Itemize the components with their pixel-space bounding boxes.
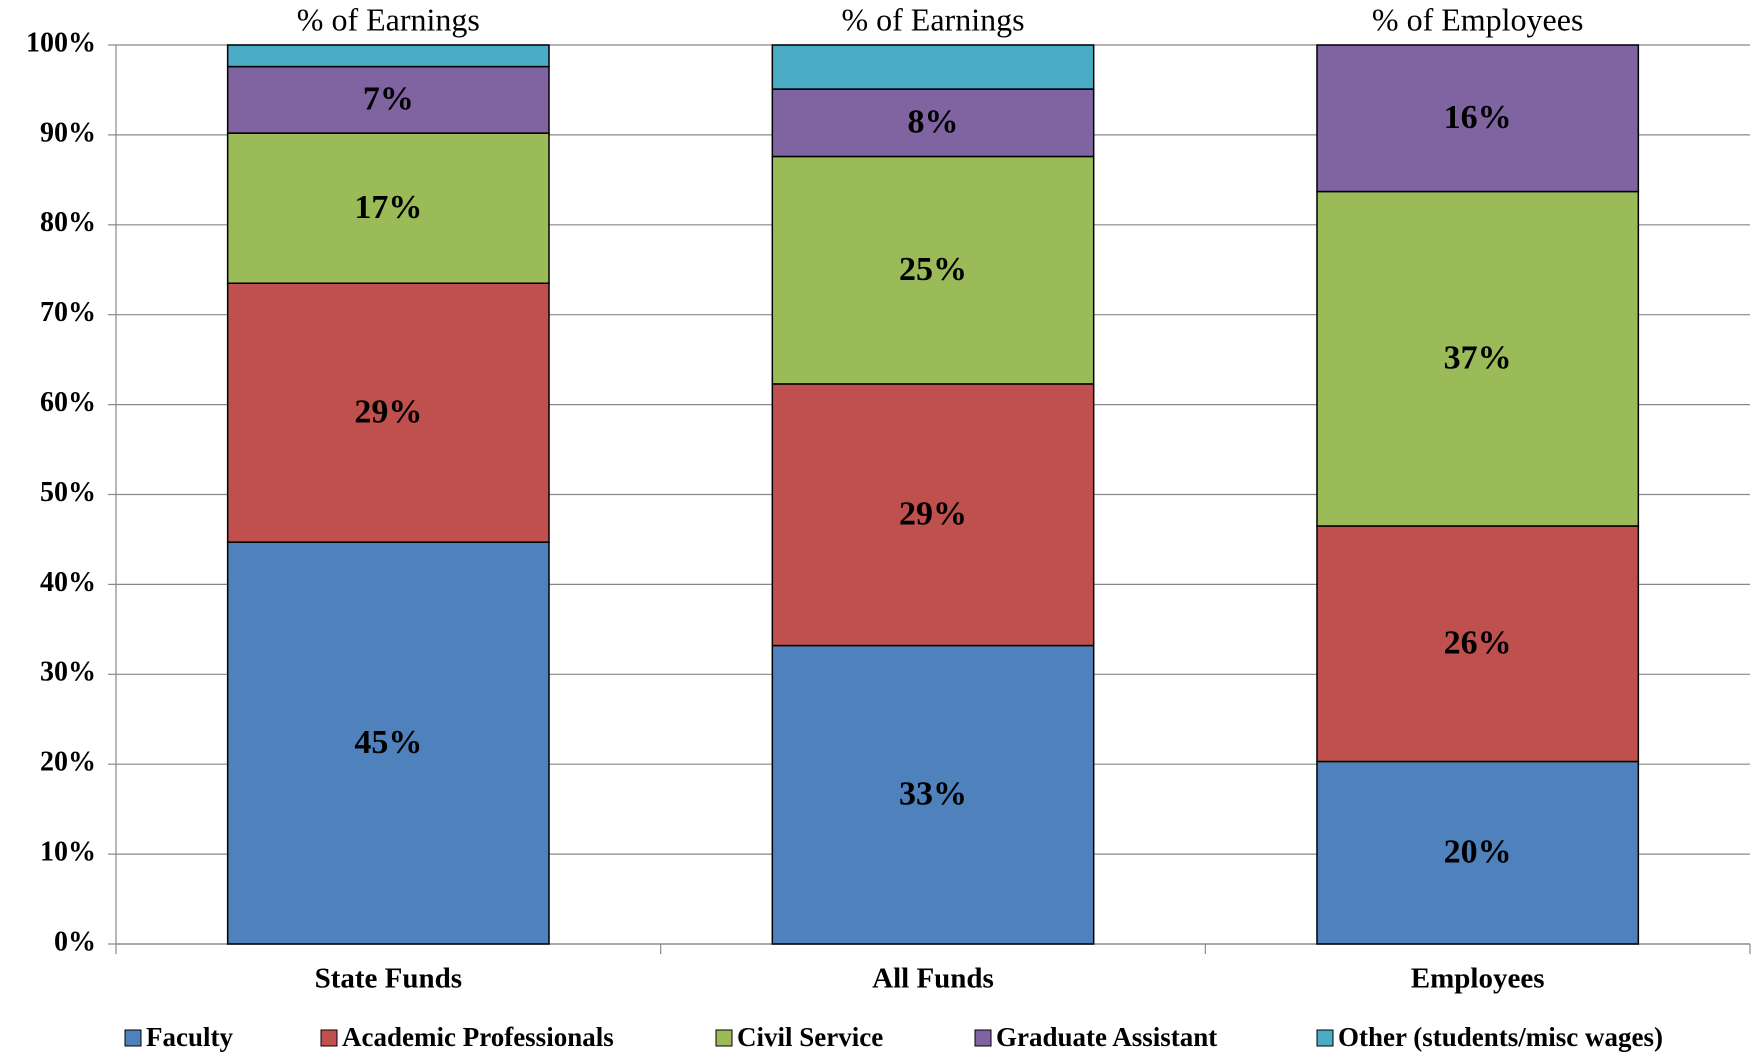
bar-segment xyxy=(771,644,1095,945)
x-tick-label: All Funds xyxy=(872,963,994,995)
data-label: 45% xyxy=(354,724,422,761)
legend-label: Graduate Assistant xyxy=(996,1022,1217,1052)
data-label: 29% xyxy=(899,496,967,533)
y-tick-label: 20% xyxy=(40,747,96,778)
data-label: 33% xyxy=(899,776,967,813)
bar-segment xyxy=(226,541,550,945)
data-label: 17% xyxy=(354,189,422,226)
data-label: 29% xyxy=(354,393,422,430)
legend-label: Other (students/misc wages) xyxy=(1338,1022,1663,1052)
y-tick-label: 40% xyxy=(40,567,96,598)
y-tick-label: 60% xyxy=(40,387,96,418)
y-tick-label: 50% xyxy=(40,477,96,508)
y-tick-label: 90% xyxy=(40,117,96,148)
y-tick-label: 10% xyxy=(40,837,96,868)
bar-segment xyxy=(226,282,550,543)
legend-swatch xyxy=(124,1029,142,1047)
data-label: 16% xyxy=(1444,99,1512,136)
legend-swatch xyxy=(974,1029,992,1047)
data-label: 25% xyxy=(899,251,967,288)
bar-annotation: % of Earnings xyxy=(841,1,1024,37)
legend-swatch xyxy=(320,1029,338,1047)
bar-segment xyxy=(1316,525,1640,763)
bar-segment xyxy=(1316,760,1640,945)
legend-swatch xyxy=(715,1029,733,1047)
y-tick-label: 70% xyxy=(40,297,96,328)
bar-segment xyxy=(1316,190,1640,527)
y-tick-label: 80% xyxy=(40,207,96,238)
bar-annotation: % of Earnings xyxy=(297,1,480,37)
y-tick-label: 0% xyxy=(54,926,96,957)
y-tick-label: 100% xyxy=(26,27,96,58)
x-tick-label: Employees xyxy=(1411,963,1545,995)
legend-swatch xyxy=(1316,1029,1334,1047)
data-label: 7% xyxy=(363,81,414,118)
data-label: 20% xyxy=(1444,834,1512,871)
data-label: 8% xyxy=(908,104,959,141)
bar-segment xyxy=(226,44,550,68)
bar-segment xyxy=(226,132,550,284)
y-tick-label: 30% xyxy=(40,657,96,688)
data-label: 26% xyxy=(1444,625,1512,662)
bar-segment xyxy=(771,44,1095,90)
legend-label: Civil Service xyxy=(737,1022,883,1052)
data-label: 37% xyxy=(1444,340,1512,377)
bar-annotation: % of Employees xyxy=(1372,1,1584,37)
bar-segment xyxy=(771,155,1095,385)
bar-segment xyxy=(771,383,1095,647)
bar-segment xyxy=(1316,44,1640,193)
x-tick-label: State Funds xyxy=(315,963,462,995)
legend-label: Academic Professionals xyxy=(342,1022,614,1052)
bar-segment xyxy=(771,88,1095,158)
legend-label: Faculty xyxy=(146,1022,233,1052)
